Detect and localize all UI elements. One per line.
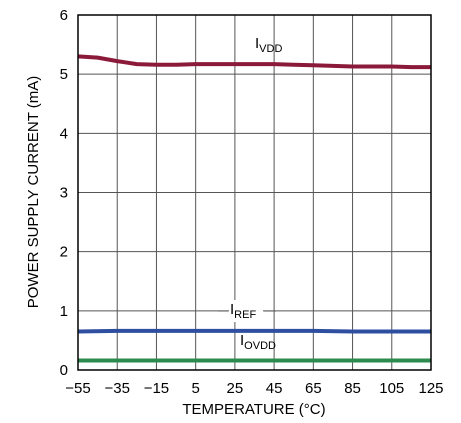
- x-tick-label: 105: [379, 380, 404, 397]
- series-label-ivdd: IVDD: [255, 35, 282, 55]
- y-axis-label: POWER SUPPLY CURRENT (mA): [25, 76, 42, 309]
- series-line-iref: [77, 328, 431, 334]
- y-tick-label: 6: [60, 7, 68, 24]
- series-label-iovdd: IOVDD: [240, 332, 276, 352]
- curve-labels: IVDD IREF IOVDD: [218, 35, 282, 352]
- series-line-ivdd: [77, 54, 431, 70]
- x-tick-label: 125: [418, 380, 443, 397]
- series-lines: [77, 54, 431, 363]
- plot-frame: [77, 14, 432, 371]
- x-tick-labels: −55 −35 −15 5 25 45 65 85 105 125: [65, 380, 443, 397]
- x-axis-label: TEMPERATURE (°C): [182, 401, 325, 418]
- label-background: [229, 300, 263, 322]
- x-tick-label: 45: [266, 380, 283, 397]
- y-tick-label: 3: [60, 185, 68, 202]
- y-tick-label: 2: [60, 244, 68, 261]
- y-tick-label: 4: [60, 125, 68, 142]
- x-tick-label: 65: [305, 380, 322, 397]
- y-tick-label: 5: [60, 66, 68, 83]
- x-tick-label: −55: [65, 380, 90, 397]
- y-tick-label: 1: [60, 303, 68, 320]
- x-tick-label: −35: [104, 380, 129, 397]
- x-tick-label: 85: [344, 380, 361, 397]
- x-tick-label: 25: [227, 380, 244, 397]
- y-tick-labels: 0 1 2 3 4 5 6: [60, 7, 68, 379]
- series-label-iref: IREF: [230, 301, 256, 321]
- y-tick-label: 0: [60, 362, 68, 379]
- x-tick-label: −15: [144, 380, 169, 397]
- x-tick-label: 5: [191, 380, 199, 397]
